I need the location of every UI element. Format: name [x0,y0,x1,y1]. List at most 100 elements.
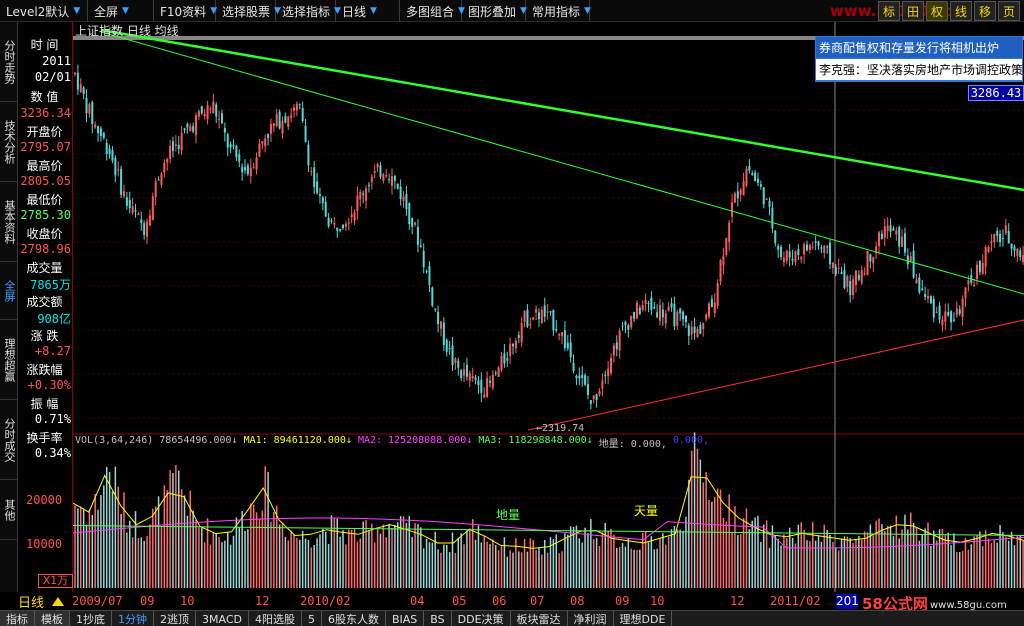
candle-body [356,195,359,212]
toolbar-item[interactable]: 日线 ▼ [336,0,400,22]
candle-body [114,157,117,176]
candle-body [938,305,941,320]
news-item[interactable]: 李克强：坚决落实房地产市场调控政策 [816,59,1023,81]
x-axis-tick: 09 [615,594,630,608]
change-value: +8.27 [34,344,71,358]
high-label: 最高价 [26,159,63,173]
candle-body [258,143,261,157]
period-arrow-icon[interactable] [52,597,64,606]
candle-body [586,384,589,395]
x-axis-tick: 12 [730,594,745,608]
toolbar-item[interactable]: 常用指标 ▼ [526,0,591,22]
candle-body [906,255,909,265]
chevron-down-icon: ▼ [274,6,281,16]
toolbar-right-button[interactable]: 线 [950,1,972,21]
candle-body [445,339,448,352]
toolbar-right-button[interactable]: 移 [974,1,996,21]
candle-body [1013,246,1016,251]
candle-body [465,364,468,377]
candle-body [635,302,638,319]
bottom-tab[interactable]: 2逃顶 [154,611,196,626]
candle-body [739,189,742,195]
toolbar-right-button[interactable]: 页 [998,1,1020,21]
bottom-tab[interactable]: DDE决策 [452,611,511,626]
bottom-tab[interactable]: 3MACD [196,611,249,626]
toolbar-item[interactable]: 图形叠加 ▼ [462,0,527,22]
candle-body [509,344,512,356]
bottom-tab[interactable]: 板块雷达 [511,611,568,626]
candle-body [733,193,736,203]
bottom-tab[interactable]: 净利润 [568,611,614,626]
candle-body [808,244,811,250]
x-axis: 2009/07 09 10 12 2010/02 04 05 06 07 08 09 10 12 2011… [0,592,1024,610]
candle-body [177,145,180,149]
toolbar-right-button[interactable]: 权 [926,1,948,21]
news-item[interactable]: 券商配售权和存量发行将相机出炉 [816,37,1022,59]
candle-body [598,391,601,395]
candle-body [241,166,244,173]
x-axis-tick: 08 [570,594,585,608]
candle-body [526,309,529,327]
volume-header-item: 地量: 0.000, [598,439,667,450]
candle-body [1007,230,1010,244]
candle-body [684,315,687,323]
toolbar-item[interactable]: Level2默认 ▼ [0,0,88,22]
candle-body [235,145,238,158]
candle-body [915,279,918,284]
candle-body [872,257,875,264]
x-axis-tick: 10 [650,594,665,608]
bottom-tab[interactable]: 4阳选股 [249,611,302,626]
toolbar-item[interactable]: 选择股票 ▼ [216,0,281,22]
candle-body [154,181,157,197]
toolbar-item[interactable]: 多图组合 ▼ [400,0,465,22]
candle-body [174,144,177,146]
bottom-tab[interactable]: 1抄底 [70,611,112,626]
toolbar-right-button[interactable]: 田 [902,1,924,21]
news-popup[interactable]: 券商配售权和存量发行将相机出炉 李克强：坚决落实房地产市场调控政策 [815,36,1023,82]
bottom-tab[interactable]: 模板 [35,611,70,626]
candle-body [220,113,223,124]
toolbar-item[interactable]: F10资料 ▼ [154,0,217,22]
bottom-tab[interactable]: BIAS [386,611,425,626]
left-tab[interactable]: 基本资料 [0,182,18,262]
candle-body [774,230,777,244]
bottom-tab[interactable]: 理想DDE [614,611,673,626]
candle-body [111,150,114,161]
bottom-tab-bar: 指标 模板 1抄底 1分钟 2逃顶 3MACD 4阳选股 5 6股东人数 BIAS BS DDE决策板… [0,610,1024,626]
left-tab[interactable]: 理想超赢 [0,320,18,400]
chart-area[interactable] [73,22,1024,592]
change-label: 涨 跌 [30,329,59,343]
toolbar-right-button[interactable]: 标 [878,1,900,21]
candle-body [555,328,558,331]
candle-body [552,309,555,331]
candle-body [595,394,598,401]
candle-body [416,227,419,245]
candle-body [391,176,393,186]
left-tab[interactable]: 分时走势 [0,22,18,102]
bottom-tab[interactable]: BS [424,611,452,626]
left-tab[interactable]: 全屏 [0,262,18,320]
candle-body [437,311,440,325]
candle-body [615,342,618,350]
bottom-tab[interactable]: 6股东人数 [322,611,386,626]
bottom-tab[interactable]: 1分钟 [112,611,154,626]
left-tab[interactable]: 其他 [0,480,18,540]
bottom-tab[interactable]: 5 [302,611,322,626]
candle-body [382,174,385,181]
x-axis-tick: 09 [140,594,155,608]
candle-body [754,172,757,182]
period-label[interactable]: 日线 [18,596,45,611]
toolbar-item[interactable]: 全屏 ▼ [88,0,154,22]
high-volume-annotation: 天量 [634,504,659,518]
toolbar-item[interactable]: 选择指标 ▼ [276,0,341,22]
left-tab[interactable]: 技术分析 [0,102,18,182]
bottom-tab[interactable]: 指标 [0,611,35,626]
candle-body [163,162,166,173]
candle-body [794,251,797,263]
left-tab[interactable]: 分时成交 [0,400,18,480]
kline-chart[interactable] [73,22,1024,592]
candle-body [950,311,953,323]
candle-body [252,167,255,169]
candle-body [725,238,728,255]
candle-body [722,255,725,266]
